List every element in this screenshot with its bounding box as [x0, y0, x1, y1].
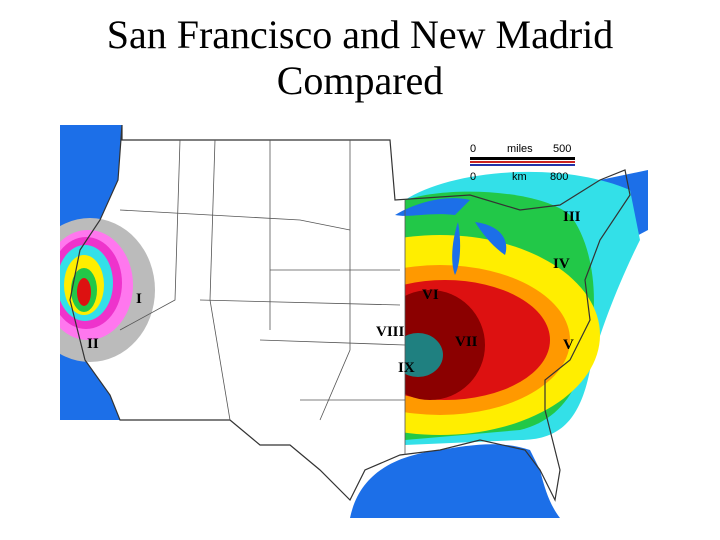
scale-text: 0: [470, 143, 476, 155]
scale-text: 800: [550, 171, 568, 183]
lake: [452, 222, 461, 275]
lake: [395, 198, 470, 216]
intensity-label: I: [136, 291, 142, 307]
intensity-label: IX: [398, 360, 415, 376]
scale-text: 0: [470, 171, 476, 183]
intensity-label: VIII: [376, 324, 405, 340]
intensity-label: IV: [553, 256, 570, 272]
scale-text: miles: [507, 143, 533, 155]
slide-title: San Francisco and New Madrid Compared: [106, 12, 614, 103]
gulf: [350, 444, 560, 518]
scale-text: km: [512, 171, 527, 183]
us-outline: [69, 124, 631, 502]
lake: [475, 222, 507, 255]
scale-text: 500: [553, 143, 571, 155]
intensity-zones: [60, 218, 155, 362]
intensity-label: II: [87, 336, 99, 352]
intensity-label: V: [563, 337, 574, 353]
intensity-label: III: [563, 209, 581, 225]
state-lines: [119, 139, 406, 455]
intensity-label: VI: [422, 287, 439, 303]
intensity-label: VII: [455, 334, 478, 350]
scale-bar: 0 miles 500 0 km 800: [470, 143, 575, 183]
